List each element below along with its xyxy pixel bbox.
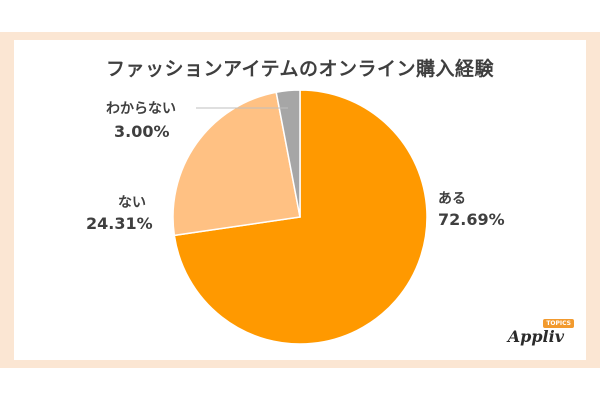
slice-label-value-nai: 24.31% [86,214,153,233]
slice-label-name-wakaranai: わからない [106,101,176,117]
slice-label-name-nai: ない [118,195,146,211]
slice-label-value-wakaranai: 3.00% [114,122,170,141]
pie-slice-nai [172,91,301,237]
appliv-logo: Appliv TOPICS [508,319,574,346]
slice-label-name-aru: ある [438,191,466,207]
chart-title: ファッションアイテムのオンライン購入経験 [105,58,495,80]
chart-frame: ファッションアイテムのオンライン購入経験 ある 72.69% ない 24.31%… [0,32,600,368]
slice-label-value-aru: 72.69% [438,210,505,229]
pie-slice-wakaranai [275,89,301,218]
pie-chart [172,89,428,345]
chart-card: ファッションアイテムのオンライン購入経験 ある 72.69% ない 24.31%… [14,40,586,360]
